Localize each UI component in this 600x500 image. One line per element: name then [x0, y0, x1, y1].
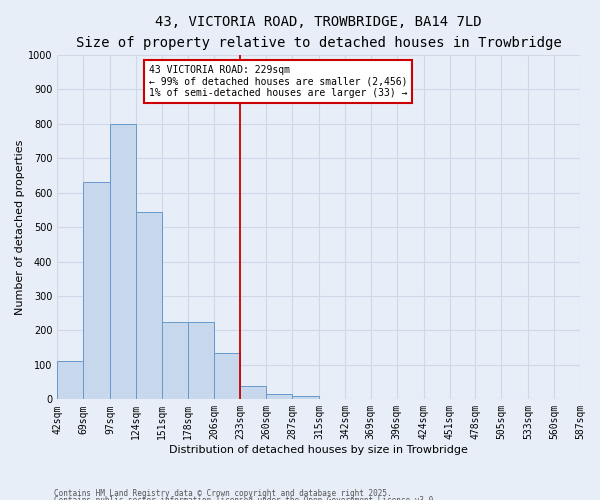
Text: 43 VICTORIA ROAD: 229sqm
← 99% of detached houses are smaller (2,456)
1% of semi: 43 VICTORIA ROAD: 229sqm ← 99% of detach…	[149, 66, 407, 98]
Bar	[57, 362, 83, 400]
Bar	[110, 124, 136, 400]
Bar	[266, 394, 292, 400]
Bar	[292, 396, 319, 400]
Bar	[241, 386, 266, 400]
Bar	[162, 322, 188, 400]
Text: Contains public sector information licensed under the Open Government Licence v3: Contains public sector information licen…	[54, 496, 438, 500]
Title: 43, VICTORIA ROAD, TROWBRIDGE, BA14 7LD
Size of property relative to detached ho: 43, VICTORIA ROAD, TROWBRIDGE, BA14 7LD …	[76, 15, 562, 50]
X-axis label: Distribution of detached houses by size in Trowbridge: Distribution of detached houses by size …	[169, 445, 468, 455]
Bar	[214, 353, 241, 400]
Bar	[188, 322, 214, 400]
Text: Contains HM Land Registry data © Crown copyright and database right 2025.: Contains HM Land Registry data © Crown c…	[54, 488, 392, 498]
Y-axis label: Number of detached properties: Number of detached properties	[15, 140, 25, 315]
Bar	[136, 212, 162, 400]
Bar	[83, 182, 110, 400]
